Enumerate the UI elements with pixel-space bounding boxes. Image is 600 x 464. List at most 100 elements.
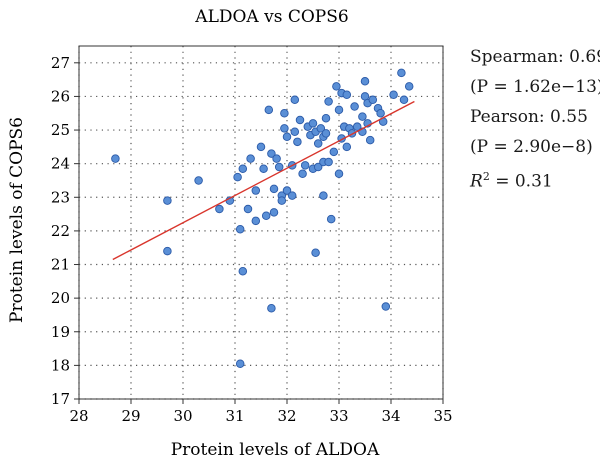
scatter-point [111, 154, 120, 163]
scatter-point [358, 112, 367, 121]
spearman-text: Spearman: 0.69 [470, 47, 600, 67]
scatter-point [381, 302, 391, 311]
x-tick-label: 29 [121, 407, 140, 425]
scatter-point [163, 196, 172, 205]
y-tick-label: 19 [51, 323, 70, 341]
x-tick-label: 34 [381, 407, 400, 425]
y-tick-label: 22 [51, 222, 70, 240]
scatter-point [277, 196, 287, 205]
scatter-point [360, 77, 370, 86]
scatter-point [319, 191, 328, 200]
y-tick-label: 24 [51, 155, 70, 173]
x-tick-label: 30 [173, 407, 192, 425]
x-tick-label: 28 [69, 407, 88, 425]
scatter-point [326, 214, 336, 224]
x-tick-label: 31 [225, 407, 244, 425]
scatter-point [334, 169, 344, 179]
y-tick-label: 23 [51, 188, 70, 206]
stats-panel: Spearman: 0.69 (P = 1.62e−13) Pearson: 0… [470, 42, 600, 197]
scatter-point [272, 154, 281, 163]
scatter-point [342, 142, 352, 152]
scatter-point [321, 129, 331, 138]
x-tick-label: 33 [329, 407, 348, 425]
scatter-point [298, 169, 307, 179]
scatter-point [235, 359, 245, 368]
scatter-point [290, 127, 300, 136]
y-tick-label: 27 [51, 54, 70, 72]
x-tick-label: 35 [433, 407, 452, 425]
scatter-point [350, 102, 359, 111]
r-squared-value: = 0.31 [489, 171, 553, 192]
scatter-point [256, 142, 266, 152]
scatter-point [251, 216, 261, 226]
scatter-point [313, 139, 323, 148]
grid-lines [78, 46, 444, 400]
scatter-point [324, 157, 333, 167]
scatter-point [280, 108, 289, 118]
scatter-point [300, 161, 310, 170]
scatter-point [399, 95, 409, 105]
r-squared-symbol: R [470, 171, 483, 192]
y-tick-label: 25 [51, 121, 70, 139]
pearson-p-text: (P = 2.90e−8) [470, 137, 593, 157]
y-tick-label: 21 [51, 256, 70, 274]
y-tick-label: 18 [51, 356, 70, 374]
scatter-point [274, 162, 284, 172]
scatter-point [233, 172, 242, 182]
scatter-point [261, 211, 271, 221]
scatter-point [342, 90, 352, 99]
scatter-point [313, 162, 323, 172]
y-axis-ticks: 17 18 19 20 21 22 23 24 25 26 27 [51, 54, 79, 408]
scatter-point [238, 164, 248, 173]
scatter-point [215, 204, 224, 214]
scatter-point [163, 246, 172, 256]
scatter-point [293, 137, 302, 147]
scatter-point [404, 82, 414, 91]
scatter-point [397, 68, 406, 78]
scatter-point [321, 114, 331, 123]
scatter-point [269, 208, 279, 217]
scatter-point [311, 248, 320, 258]
scatter-point [295, 115, 305, 125]
r-squared-exponent: 2 [482, 170, 490, 183]
scatter-point [332, 82, 341, 91]
scatter-point [365, 135, 375, 145]
plot-frame [78, 45, 444, 400]
scatter-point [389, 90, 398, 99]
scatter-point [324, 97, 333, 106]
scatter-point [251, 186, 261, 195]
scatter-point [267, 149, 276, 158]
data-points [111, 68, 414, 368]
scatter-point [246, 154, 255, 163]
scatter-point [287, 191, 297, 200]
x-tick-label: 32 [277, 407, 296, 425]
scatter-point [368, 95, 378, 105]
x-axis-ticks: 28 29 30 31 32 33 34 35 [69, 399, 453, 425]
r-squared-text: R2 = 0.31 [470, 162, 600, 197]
chart-title: ALDOA vs COPS6 [194, 7, 348, 27]
y-tick-label: 17 [51, 390, 70, 408]
scatter-point [334, 105, 344, 115]
scatter-point [280, 124, 289, 133]
scatter-point [238, 266, 248, 276]
scatter-point [282, 186, 292, 195]
scatter-point [264, 105, 274, 115]
scatter-point [308, 119, 318, 128]
scatter-point [235, 224, 245, 234]
scatter-point [259, 164, 268, 173]
scatter-point [316, 124, 326, 133]
scatter-point [290, 95, 300, 105]
scatter-point [269, 184, 279, 194]
scatter-point [267, 303, 276, 313]
y-tick-label: 20 [51, 289, 70, 307]
scatter-point [329, 147, 339, 157]
regression-line [112, 100, 415, 261]
x-axis-label: Protein levels of ALDOA [171, 440, 380, 460]
scatter-point [376, 108, 385, 118]
scatter-point [282, 132, 292, 142]
y-axis-label: Protein levels of COPS6 [7, 117, 27, 323]
spearman-p-text: (P = 1.62e−13) [470, 77, 600, 97]
pearson-text: Pearson: 0.55 [470, 107, 588, 127]
y-tick-label: 26 [51, 87, 70, 105]
